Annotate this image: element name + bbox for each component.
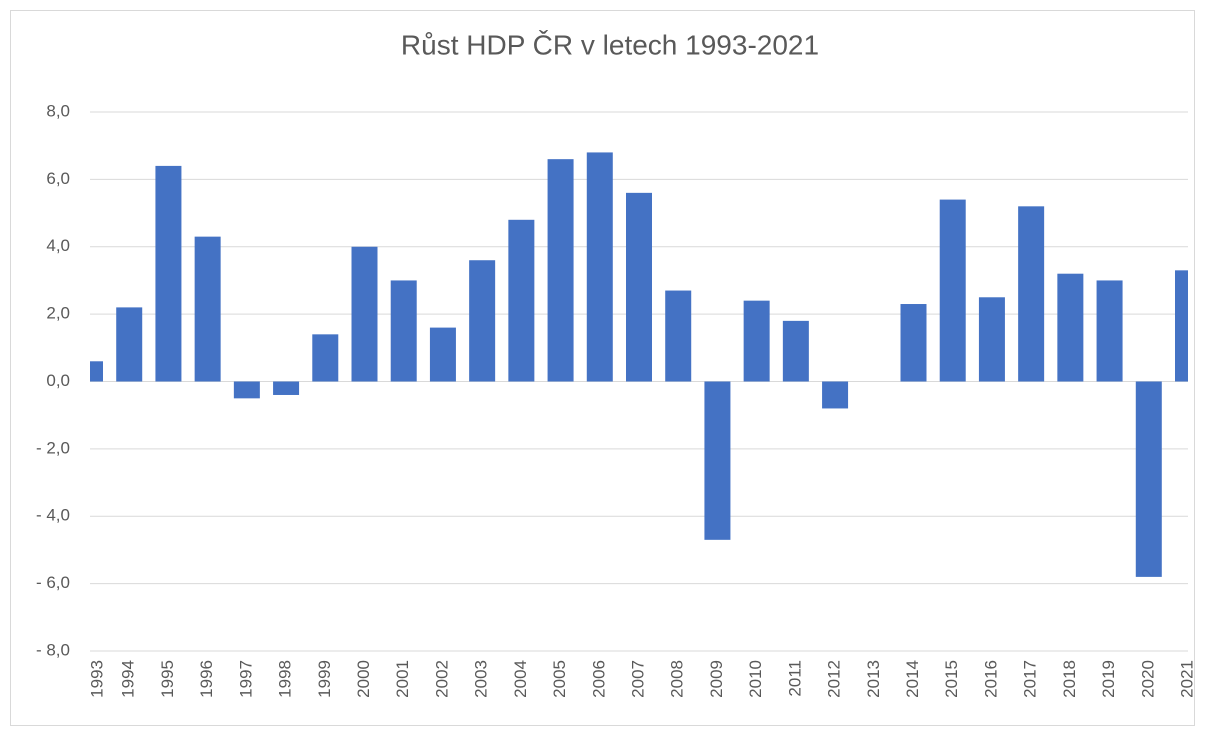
bar xyxy=(508,219,535,382)
bar xyxy=(351,246,378,382)
y-tick-label: - 6,0 xyxy=(36,573,70,592)
x-tick-label: 2012 xyxy=(825,660,844,698)
x-tick-label: 1999 xyxy=(315,660,334,698)
bar xyxy=(429,327,456,382)
y-tick-label: 4,0 xyxy=(46,236,70,255)
x-tick-label: 2000 xyxy=(354,660,373,698)
x-tick-label: 2015 xyxy=(942,660,961,698)
x-tick-label: 1996 xyxy=(197,660,216,698)
y-tick-label: 2,0 xyxy=(46,304,70,323)
bar xyxy=(273,381,300,395)
y-tick-label: - 4,0 xyxy=(36,506,70,525)
x-tick-label: 2011 xyxy=(785,660,804,697)
y-tick-label: - 2,0 xyxy=(36,438,70,457)
bar xyxy=(743,300,770,382)
x-tick-label: 2014 xyxy=(903,660,922,698)
x-tick-label: 2021 xyxy=(1177,660,1196,698)
x-tick-label: 2009 xyxy=(707,660,726,698)
x-tick-label: 1997 xyxy=(236,660,255,698)
bar xyxy=(900,304,927,382)
x-tick-label: 2005 xyxy=(550,660,569,698)
chart-title: Růst HDP ČR v letech 1993-2021 xyxy=(401,29,819,60)
bar xyxy=(704,381,731,540)
x-tick-label: 2016 xyxy=(981,660,1000,698)
plot-area xyxy=(90,152,1188,577)
x-tick-label: 2008 xyxy=(668,660,687,698)
bar xyxy=(782,320,809,382)
bar xyxy=(586,152,613,382)
bar xyxy=(547,159,574,382)
bar xyxy=(390,280,417,382)
x-tick-label: 1998 xyxy=(276,660,295,698)
bar xyxy=(1018,206,1045,382)
bar xyxy=(233,381,260,399)
y-tick-label: 8,0 xyxy=(46,101,70,120)
bar xyxy=(194,236,221,382)
x-tick-label: 2018 xyxy=(1060,660,1079,698)
bar xyxy=(1175,270,1188,382)
x-tick-label: 2001 xyxy=(393,660,412,698)
x-tick-label: 2006 xyxy=(589,660,608,698)
x-tick-label: 2010 xyxy=(746,660,765,698)
bar xyxy=(822,381,849,409)
y-tick-label: - 8,0 xyxy=(36,640,70,659)
x-tick-label: 2003 xyxy=(472,660,491,698)
bar xyxy=(939,199,966,382)
bar xyxy=(1096,280,1123,382)
y-tick-label: 0,0 xyxy=(46,371,70,390)
bar xyxy=(312,334,339,382)
x-tick-label: 2004 xyxy=(511,660,530,698)
x-tick-label: 2019 xyxy=(1099,660,1118,698)
x-tick-label: 1995 xyxy=(158,660,177,698)
x-tick-label: 1993 xyxy=(87,660,106,698)
x-tick-label: 2017 xyxy=(1021,660,1040,698)
x-tick-label: 2002 xyxy=(432,660,451,698)
bar xyxy=(90,361,103,382)
x-tick-label: 2007 xyxy=(628,660,647,698)
bar xyxy=(978,297,1005,382)
x-tick-label: 1994 xyxy=(119,660,138,698)
bar xyxy=(1057,273,1084,382)
bar xyxy=(1135,381,1162,577)
bar xyxy=(116,307,143,382)
bar xyxy=(155,165,182,382)
x-tick-label: 2020 xyxy=(1138,660,1157,698)
bar xyxy=(665,290,692,382)
bar xyxy=(626,192,652,382)
x-tick-label: 2013 xyxy=(864,660,883,698)
y-tick-label: 6,0 xyxy=(46,169,70,188)
bar xyxy=(469,260,496,382)
